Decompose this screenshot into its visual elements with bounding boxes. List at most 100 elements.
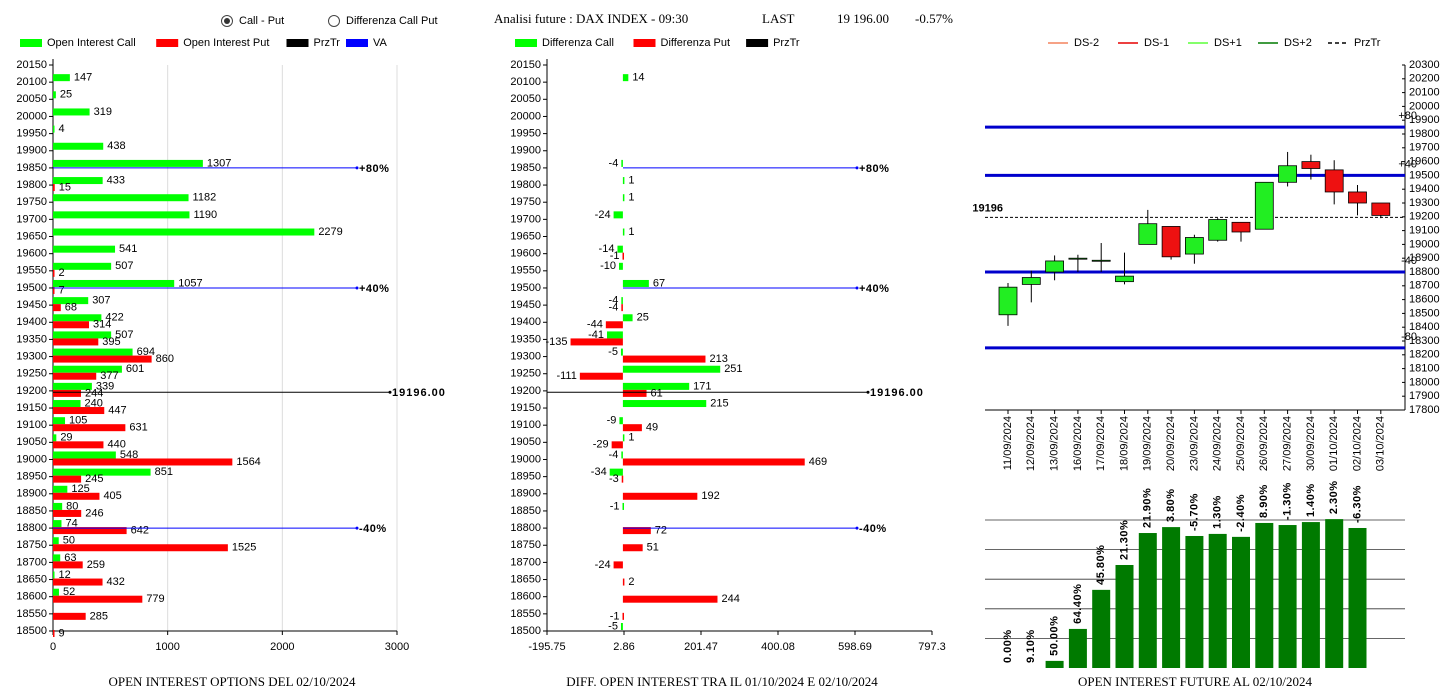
bar [622,194,625,202]
bar [53,544,228,552]
value-label: -24 [595,209,611,221]
y-tick-label: 19700 [16,213,47,225]
bar [611,441,623,449]
bar [53,441,104,449]
value-label: 25 [637,312,649,324]
bar-label: -5.70% [1188,493,1200,531]
bar [53,485,68,493]
bar [622,74,629,82]
candle-body [1021,277,1041,285]
radio-button[interactable] [328,15,340,27]
value-label: 642 [131,524,149,536]
x-tick-label: 17/09/2024 [1095,416,1107,471]
bar [1185,535,1204,668]
bar [622,612,625,620]
radio-label[interactable]: Call - Put [239,15,284,27]
y-tick-label: 18700 [510,556,541,568]
bar [621,304,623,312]
y-tick-label: 19350 [16,333,47,345]
bar [622,578,625,586]
level-dot [355,526,359,530]
candle-body [1115,275,1134,283]
y-tick-label: 19550 [510,265,541,277]
value-label: 244 [85,387,103,399]
y-tick-label: 18900 [1409,252,1440,264]
x-tick-label: 400.08 [761,641,795,653]
bar [53,211,190,219]
x-tick-label: 27/09/2024 [1282,416,1294,471]
bar [53,142,104,150]
value-label: 307 [92,295,110,307]
radio-label[interactable]: Differenza Call Put [346,15,438,27]
candle-body [1371,202,1391,216]
candle-body [1091,259,1111,262]
value-label: 851 [155,466,173,478]
bar [53,434,57,442]
y-tick-label: 19750 [510,196,541,208]
legend-label: DS+2 [1284,37,1312,49]
bar [622,355,706,363]
x-tick-label: 25/09/2024 [1235,416,1247,471]
value-label: 2 [628,576,634,588]
bar [53,108,90,116]
x-tick-label: 03/10/2024 [1375,416,1387,471]
y-tick-label: 19900 [510,145,541,157]
value-label: 433 [107,174,125,186]
y-tick-label: 19600 [1409,156,1440,168]
bar [622,279,649,287]
y-tick-label: 18550 [16,608,47,620]
y-tick-label: 18750 [510,539,541,551]
value-label: 1564 [236,456,260,468]
x-tick-label: 201.47 [684,641,718,653]
header-title: Analisi future : DAX INDEX - 09:30 [494,11,688,26]
bar [53,74,70,82]
bar [53,417,66,425]
value-label: 395 [102,336,120,348]
value-label: 422 [105,312,123,324]
x-tick-label: 598.69 [838,641,872,653]
level-label: -40 [1401,255,1417,267]
bar-label: 1.40% [1305,483,1317,517]
y-tick-label: 19200 [1409,211,1440,223]
radio-dot [224,18,230,24]
value-label: 432 [107,576,125,588]
y-tick-label: 18500 [16,625,47,637]
y-tick-label: 19600 [16,248,47,260]
bar [622,400,707,408]
y-tick-label: 19700 [1409,142,1440,154]
level-label: 19196.00 [870,387,924,399]
bar [622,228,625,236]
bar [53,468,151,476]
bar [622,595,718,603]
legend-label: Differenza Put [661,37,731,49]
y-tick-label: 19000 [1409,238,1440,250]
bar [622,252,625,260]
bar [53,177,103,185]
bar [622,365,721,373]
y-tick-label: 18800 [1409,266,1440,278]
y-tick-label: 20100 [16,76,47,88]
legend-label: VA [373,37,388,49]
bar-label: 21.90% [1142,488,1154,528]
bar [622,527,651,535]
value-label: -4 [609,295,619,307]
bar [53,365,122,373]
value-label: 29 [60,432,72,444]
value-label: 548 [120,449,138,461]
y-tick-label: 20000 [510,110,541,122]
y-tick-label: 19300 [1409,197,1440,209]
candle-body [1324,169,1344,193]
y-tick-label: 19650 [510,230,541,242]
x-tick-label: 0 [50,641,56,653]
bar-label: 45.80% [1095,545,1107,585]
value-label: 507 [115,260,133,272]
y-tick-label: 20150 [16,59,47,71]
candle-body [998,286,1018,316]
y-tick-label: 20050 [510,93,541,105]
y-tick-label: 19000 [16,453,47,465]
level-label: -80 [1401,331,1417,343]
bar [1068,628,1087,668]
y-tick-label: 18650 [510,573,541,585]
y-tick-label: 19500 [1409,169,1440,181]
y-tick-label: 19900 [1409,114,1440,126]
